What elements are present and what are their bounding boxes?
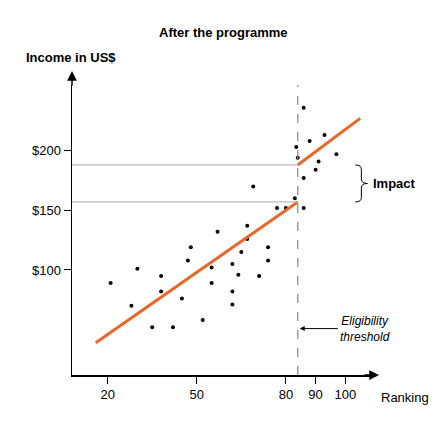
- svg-text:Ranking: Ranking: [381, 390, 429, 405]
- svg-text:$100: $100: [32, 263, 61, 278]
- svg-text:Impact: Impact: [373, 176, 416, 191]
- svg-text:20: 20: [100, 387, 114, 402]
- svg-text:100: 100: [334, 387, 356, 402]
- svg-text:$200: $200: [32, 143, 61, 158]
- svg-text:Income in US$: Income in US$: [26, 50, 116, 65]
- svg-text:$150: $150: [32, 203, 61, 218]
- svg-text:50: 50: [190, 387, 204, 402]
- svg-text:80: 80: [279, 387, 293, 402]
- svg-text:90: 90: [308, 387, 322, 402]
- svg-text:Eligibilitythreshold: Eligibilitythreshold: [340, 314, 390, 344]
- svg-text:After the programme: After the programme: [159, 25, 288, 40]
